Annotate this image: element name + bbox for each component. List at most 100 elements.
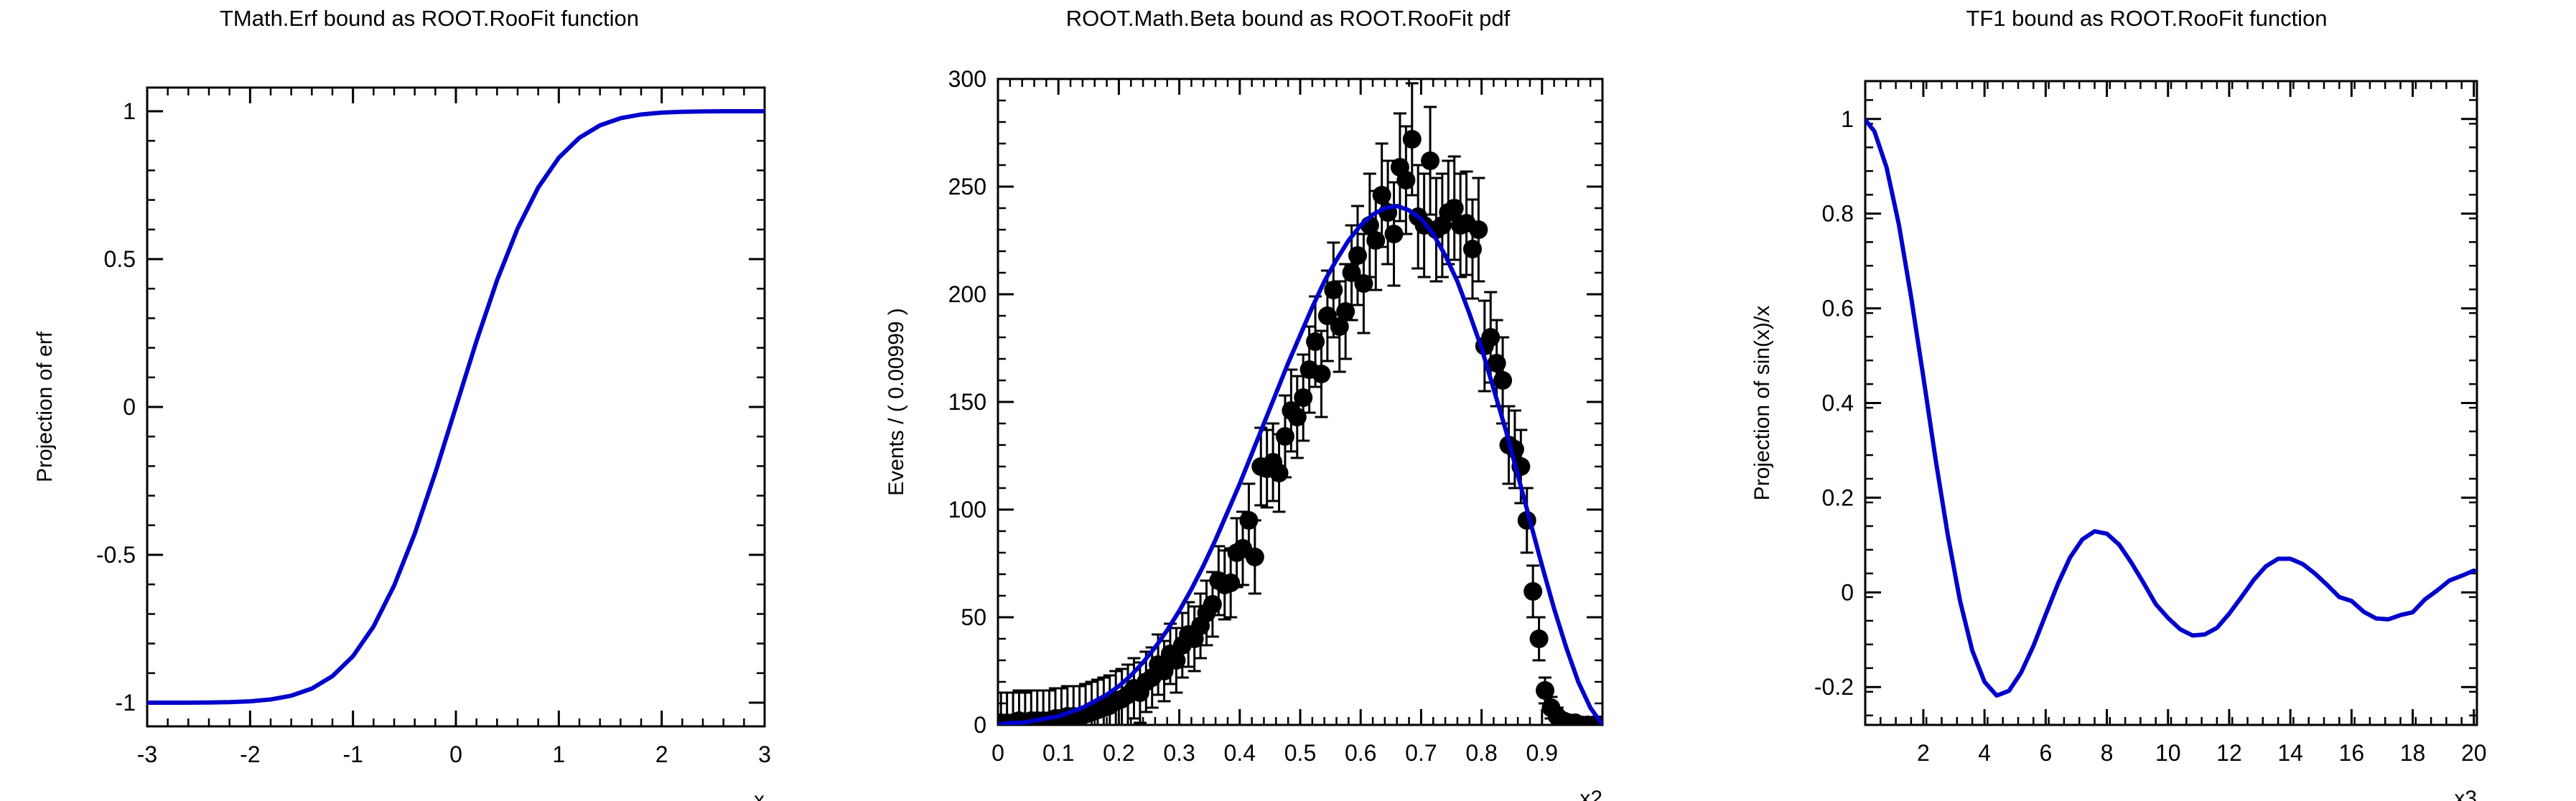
data-marker[interactable] [1402, 130, 1422, 149]
y-tick-label: 1 [123, 98, 136, 124]
x-tick-label: 16 [2339, 740, 2365, 766]
y-axis-title: Events / ( 0.00999 ) [885, 308, 908, 496]
y-axis-title: Projection of sin(x)/x [1750, 306, 1774, 501]
x-tick-label: 2 [655, 741, 668, 767]
x-tick-label: 0.5 [1284, 740, 1316, 766]
y-tick-label: 0.2 [1822, 484, 1854, 510]
y-tick-label: 0.8 [1822, 201, 1854, 227]
pad-beta[interactable]: ROOT.Math.Beta bound as ROOT.RooFit pdf … [859, 0, 1717, 801]
y-tick-label: 100 [948, 497, 986, 523]
y-tick-label: 250 [948, 174, 986, 200]
x-tick-label: 4 [1978, 740, 1991, 766]
data-marker[interactable] [1354, 274, 1373, 293]
pad-erf[interactable]: TMath.Erf bound as ROOT.RooFit function … [0, 0, 859, 801]
x-tick-label: 10 [2155, 740, 2181, 766]
data-marker[interactable] [1421, 151, 1440, 170]
y-tick-label: 0.4 [1822, 390, 1854, 416]
data-marker[interactable] [1203, 595, 1222, 614]
x-tick-label: 0.2 [1103, 740, 1134, 766]
data-marker[interactable] [1342, 263, 1361, 282]
x-axis-title: x3 [2454, 787, 2477, 801]
y-tick-label: 0 [123, 394, 136, 420]
data-marker[interactable] [1481, 328, 1501, 347]
data-marker[interactable] [1167, 651, 1186, 670]
x-tick-label: 0.7 [1405, 740, 1437, 766]
data-marker[interactable] [1469, 220, 1488, 239]
data-marker[interactable] [1462, 240, 1482, 258]
data-marker[interactable] [1384, 225, 1404, 243]
x-tick-label: 3 [758, 741, 771, 767]
data-layer [998, 82, 1602, 725]
pad-sinc[interactable]: TF1 bound as ROOT.RooFit function 2 4 6 8 10… [1717, 0, 2576, 801]
x-tick-label: 0.4 [1224, 740, 1256, 766]
data-marker[interactable] [1330, 317, 1349, 336]
x-tick-label: 2 [1917, 740, 1930, 766]
data-marker[interactable] [1396, 171, 1416, 189]
x-tick-label: 8 [2101, 740, 2114, 766]
x-tick-label: 6 [2039, 740, 2052, 766]
x-axis-title: x [754, 788, 765, 801]
y-tick-label: 300 [948, 66, 986, 92]
y-tick-label: 150 [948, 389, 986, 415]
y-tick-label: -0.5 [96, 542, 136, 568]
y-tick-label: 200 [948, 281, 986, 307]
data-marker[interactable] [1372, 186, 1391, 205]
data-marker[interactable] [1294, 388, 1313, 407]
data-marker[interactable] [1317, 306, 1337, 325]
data-marker[interactable] [1324, 281, 1343, 299]
y-tick-label: 1 [1841, 106, 1854, 132]
x-tick-label: 14 [2277, 740, 2303, 766]
curve [147, 108, 765, 706]
y-axis-title: Projection of erf [33, 331, 57, 482]
x-tick-label: 0.6 [1345, 740, 1376, 766]
plot-sinc[interactable]: 2 4 6 8 10 12 14 16 18 20 -0.2 0 0.2 0.4 0.6 0.8 1 Projec… [1717, 0, 2576, 801]
data-marker[interactable] [1348, 246, 1367, 265]
x-tick-label: 12 [2216, 740, 2242, 766]
panel-title-sinc: TF1 bound as ROOT.RooFit function [1966, 6, 2328, 31]
x-tick-label: -1 [342, 741, 363, 767]
panel-title-erf: TMath.Erf bound as ROOT.RooFit function [219, 6, 640, 31]
y-tick-label: 50 [961, 604, 986, 630]
x-tick-label: 0.3 [1163, 740, 1195, 766]
y-tick-label: 0 [974, 712, 986, 738]
data-marker[interactable] [1366, 231, 1386, 250]
data-layer [147, 108, 765, 706]
x-tick-label: 1 [552, 741, 565, 767]
data-marker[interactable] [1536, 681, 1555, 700]
x-tick-label: 0.1 [1042, 740, 1074, 766]
x-tick-label: 0.8 [1465, 740, 1497, 766]
plot-frame [1864, 80, 2478, 726]
x-tick-label: -2 [240, 741, 260, 767]
data-marker[interactable] [1445, 199, 1464, 217]
data-marker[interactable] [1275, 427, 1294, 446]
curve [1865, 118, 2476, 698]
x-tick-label: -3 [137, 741, 157, 767]
data-layer [1865, 118, 2476, 698]
data-marker[interactable] [1487, 354, 1506, 373]
y-tick-label: -1 [116, 690, 136, 716]
curve [998, 204, 1602, 725]
x-tick-label: 0 [991, 740, 1004, 766]
y-tick-label: -0.2 [1814, 674, 1854, 700]
data-marker[interactable] [1287, 408, 1307, 426]
data-marker[interactable] [1529, 629, 1549, 648]
data-marker[interactable] [1336, 302, 1355, 321]
panel-title-beta: ROOT.Math.Beta bound as ROOT.RooFit pdf [1065, 6, 1511, 31]
plot-erf[interactable]: -3 -2 -1 0 1 2 3 -1 -0.5 0 0.5 1 Projection of erf x [0, 0, 859, 801]
data-marker[interactable] [1306, 332, 1325, 351]
data-marker[interactable] [1523, 582, 1543, 601]
x-axis-title: x2 [1579, 787, 1602, 801]
y-tick-label: 0.5 [104, 246, 136, 272]
data-marker[interactable] [1154, 662, 1174, 680]
x-tick-label: 18 [2400, 740, 2426, 766]
y-tick-label: 0.6 [1822, 296, 1854, 322]
x-tick-label: 0 [449, 741, 462, 767]
data-marker[interactable] [1312, 365, 1331, 383]
x-tick-label: 0.9 [1526, 740, 1558, 766]
x-tick-label: 20 [2461, 740, 2487, 766]
data-marker[interactable] [1245, 548, 1264, 566]
y-tick-label: 0 [1841, 579, 1854, 605]
data-marker[interactable] [1493, 371, 1513, 390]
plot-beta[interactable]: 0 0.1 0.2 0.3 0.4 0.5 0.6 0.7 0.8 0.9 0 50 100 150 200… [859, 0, 1717, 801]
